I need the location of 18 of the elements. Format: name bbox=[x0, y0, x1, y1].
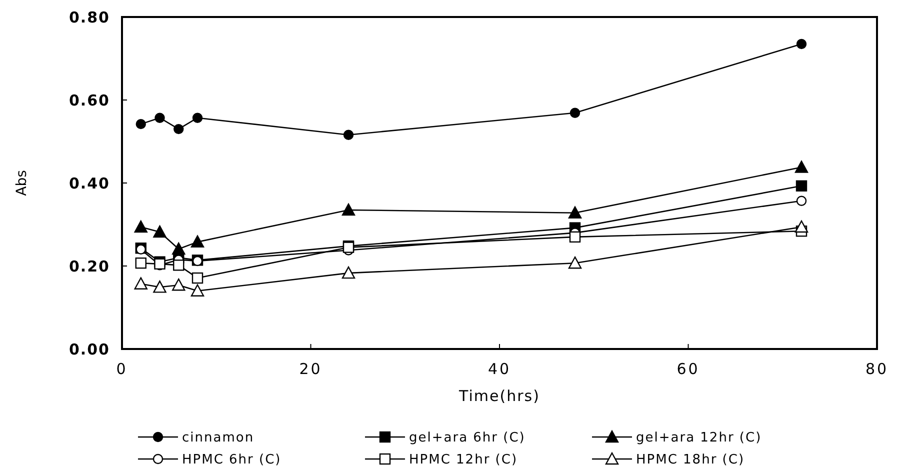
legend-label: HPMC 18hr (C) bbox=[636, 452, 745, 468]
y-tick-label: 0.80 bbox=[68, 8, 110, 26]
y-tick-label: 0.20 bbox=[68, 257, 110, 276]
y-tick-label: 0.00 bbox=[68, 340, 110, 358]
y-tick-label: 0.60 bbox=[68, 91, 110, 110]
x-tick-label: 20 bbox=[299, 360, 322, 378]
legend-label: HPMC 12hr (C) bbox=[409, 452, 518, 468]
legend-label: HPMC 6hr (C) bbox=[182, 452, 282, 468]
x-tick-label: 60 bbox=[676, 360, 700, 378]
x-tick-label: 80 bbox=[865, 360, 889, 378]
x-tick-label: 0 bbox=[116, 360, 128, 378]
y-axis-title: Abs bbox=[14, 170, 30, 196]
legend-label: gel+ara 6hr (C) bbox=[409, 430, 526, 446]
x-tick-label: 40 bbox=[488, 360, 512, 378]
legend-label: gel+ara 12hr (C) bbox=[636, 430, 762, 446]
y-tick-label: 0.40 bbox=[68, 174, 110, 192]
x-axis-title: Time(hrs) bbox=[458, 387, 540, 405]
legend-label: cinnamon bbox=[182, 430, 254, 446]
